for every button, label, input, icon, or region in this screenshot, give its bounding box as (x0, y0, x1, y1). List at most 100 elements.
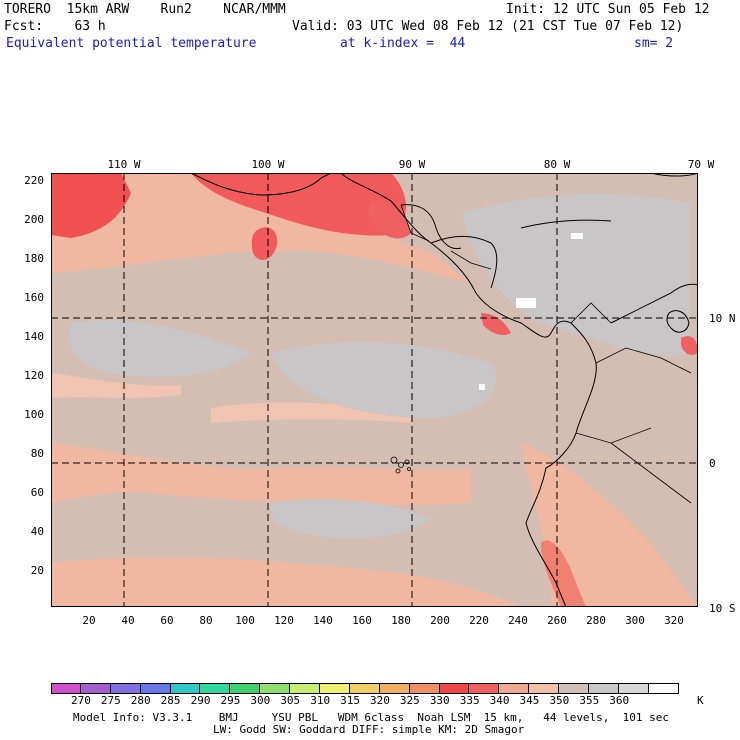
red-patch-guatemala (368, 200, 411, 239)
x-label: 180 (391, 614, 411, 627)
colorbar-label: 340 (489, 694, 510, 707)
x-label: 200 (430, 614, 450, 627)
border-colombia-venezuela (595, 347, 692, 374)
x-label: 240 (508, 614, 528, 627)
border-honduras-nicaragua (450, 250, 492, 270)
colorbar-label: 350 (549, 694, 570, 707)
lat-lon-grid (51, 173, 698, 607)
x-label: 280 (586, 614, 606, 627)
colorbar-cell (140, 683, 171, 694)
colorbar-label: 325 (399, 694, 420, 707)
colorbar-label: 345 (519, 694, 540, 707)
y-label: 20 (30, 564, 44, 577)
peach-patch-west (51, 373, 181, 398)
lon-label-80w: 80 W (543, 158, 571, 171)
colorbar-cell (409, 683, 440, 694)
lon-label-90w: 90 W (398, 158, 426, 171)
border-guatemala (400, 204, 430, 242)
colorbar-cell (529, 683, 560, 694)
red-patch-costa-rica (481, 313, 511, 336)
x-label: 40 (121, 614, 135, 627)
x-label: 260 (547, 614, 567, 627)
field-name: Equivalent potential temperature (6, 36, 257, 51)
colorbar-cell (170, 683, 201, 694)
colorbar-label: 270 (70, 694, 91, 707)
coast-central-south-america (340, 173, 597, 607)
colorbar-cell (618, 683, 649, 694)
colorbar-label: 295 (220, 694, 241, 707)
y-label: 120 (24, 369, 44, 382)
grey-patch-west (68, 320, 251, 377)
colorbar-cell (469, 683, 500, 694)
coast-cuba-fragment (520, 219, 612, 229)
map-frame (51, 173, 698, 607)
red-patch-offshore (251, 227, 278, 260)
y-label: 80 (30, 447, 44, 460)
map-panel (51, 173, 698, 607)
colorbar-label: 330 (429, 694, 450, 707)
colorbar-label: 360 (609, 694, 630, 707)
valid-time: Valid: 03 UTC Wed 08 Feb 12 (21 CST Tue … (292, 19, 684, 34)
colorbar-label: 300 (250, 694, 271, 707)
y-label: 100 (24, 408, 44, 421)
white-spot-ecuador (479, 384, 485, 390)
lon-label-110w: 110 W (107, 158, 141, 171)
model-info-line2: LW: Godd SW: Goddard DIFF: simple KM: 2D… (213, 723, 525, 736)
colorbar-label: 310 (310, 694, 331, 707)
colorbar-label: 320 (370, 694, 390, 707)
model-title: TORERO 15km ARW Run2 NCAR/MMM (4, 2, 286, 17)
colorbar-cell (349, 683, 380, 694)
y-label: 60 (30, 486, 44, 499)
colorbar-label: 275 (100, 694, 121, 707)
red-patch-mexico (191, 173, 406, 236)
y-label: 200 (24, 213, 44, 226)
peach-band-south (51, 557, 521, 607)
colorbar-cell (379, 683, 410, 694)
border-panama-colombia (570, 302, 612, 324)
x-label: 100 (235, 614, 255, 627)
lon-label-100w: 100 W (251, 158, 285, 171)
red-patch-venezuela (681, 336, 698, 356)
grey-patch-caribbean (461, 194, 691, 356)
border-peru-brazil (610, 442, 692, 504)
coast-caribbean-nicaragua (430, 235, 498, 289)
galapagos-islands (390, 456, 411, 474)
grey-patch-south (270, 498, 431, 538)
coast-colombia-caribbean (610, 283, 698, 324)
x-label: 60 (160, 614, 174, 627)
x-label: 220 (469, 614, 489, 627)
colorbar-label: 285 (160, 694, 181, 707)
colorbar-label: 305 (280, 694, 301, 707)
x-label: 20 (82, 614, 96, 627)
colorbar-cell (260, 683, 291, 694)
init-time: Init: 12 UTC Sun 05 Feb 12 (506, 2, 710, 17)
colorbar-cell (499, 683, 530, 694)
colorbar-label: 290 (190, 694, 211, 707)
colorbar-cell (110, 683, 141, 694)
lat-label-10n: 10 N (709, 312, 736, 325)
x-label: 120 (274, 614, 294, 627)
colorbar-cell (200, 683, 231, 694)
white-spot-panama (516, 298, 536, 308)
colorbar-cell (290, 683, 321, 694)
colorbar-cell (439, 683, 470, 694)
lon-label-70w: 70 W (687, 158, 715, 171)
x-label: 140 (313, 614, 333, 627)
theta-e-field-map (51, 173, 698, 607)
coast-mexico-pacific (190, 173, 332, 196)
level-index: at k-index = 44 (340, 36, 466, 51)
coast-maracaibo (666, 310, 690, 333)
x-label: 300 (625, 614, 645, 627)
red-patch-peru (541, 540, 586, 607)
colorbar (51, 683, 679, 694)
colorbar-label: 355 (579, 694, 600, 707)
y-label: 160 (24, 291, 44, 304)
forecast-hour: Fcst: 63 h (4, 19, 106, 34)
colorbar-cell (51, 683, 81, 694)
peach-band-equator (51, 443, 471, 505)
y-label: 180 (24, 252, 44, 265)
red-patch-pacific (51, 173, 131, 238)
colorbar-cell (648, 683, 679, 694)
coastlines (190, 173, 698, 607)
white-spot-caribbean (571, 233, 583, 239)
